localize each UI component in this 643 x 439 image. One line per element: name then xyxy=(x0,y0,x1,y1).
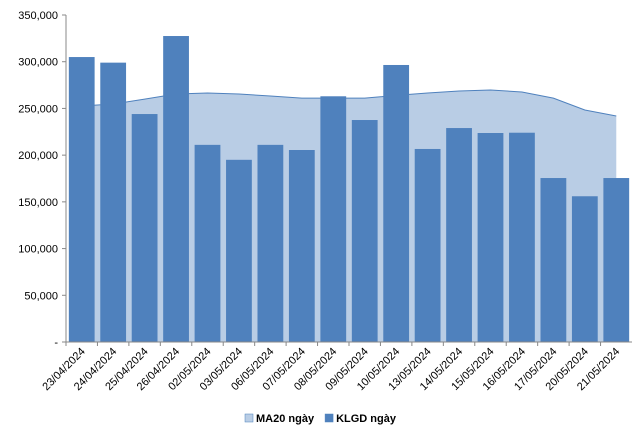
bar xyxy=(571,196,598,342)
bar xyxy=(509,132,535,342)
bar xyxy=(414,148,441,342)
bar xyxy=(446,128,472,342)
legend-swatch xyxy=(324,413,334,423)
bar xyxy=(288,150,315,342)
bar xyxy=(603,178,630,342)
bar xyxy=(163,36,189,343)
legend-label: MA20 ngày xyxy=(256,413,315,425)
y-tick-label: 200,000 xyxy=(18,150,58,162)
y-tick-label: 100,000 xyxy=(18,244,58,256)
bar xyxy=(131,114,158,342)
bar xyxy=(351,120,378,342)
bar xyxy=(100,62,127,343)
bar xyxy=(477,133,504,342)
bar xyxy=(320,96,347,342)
bar xyxy=(226,159,252,342)
bar xyxy=(540,178,567,342)
bar xyxy=(257,144,284,342)
bar xyxy=(383,64,410,342)
y-tick-label: 250,000 xyxy=(18,103,58,115)
legend-label: KLGD ngày xyxy=(336,413,397,425)
bar xyxy=(68,57,95,343)
bar xyxy=(194,144,221,342)
y-tick-label: - xyxy=(54,337,58,349)
y-tick-label: 300,000 xyxy=(18,57,58,69)
ma-area xyxy=(81,90,617,343)
y-tick-label: 350,000 xyxy=(18,10,58,22)
y-tick-label: 50,000 xyxy=(24,290,58,302)
y-tick-label: 150,000 xyxy=(18,197,58,209)
legend-swatch xyxy=(244,413,254,423)
